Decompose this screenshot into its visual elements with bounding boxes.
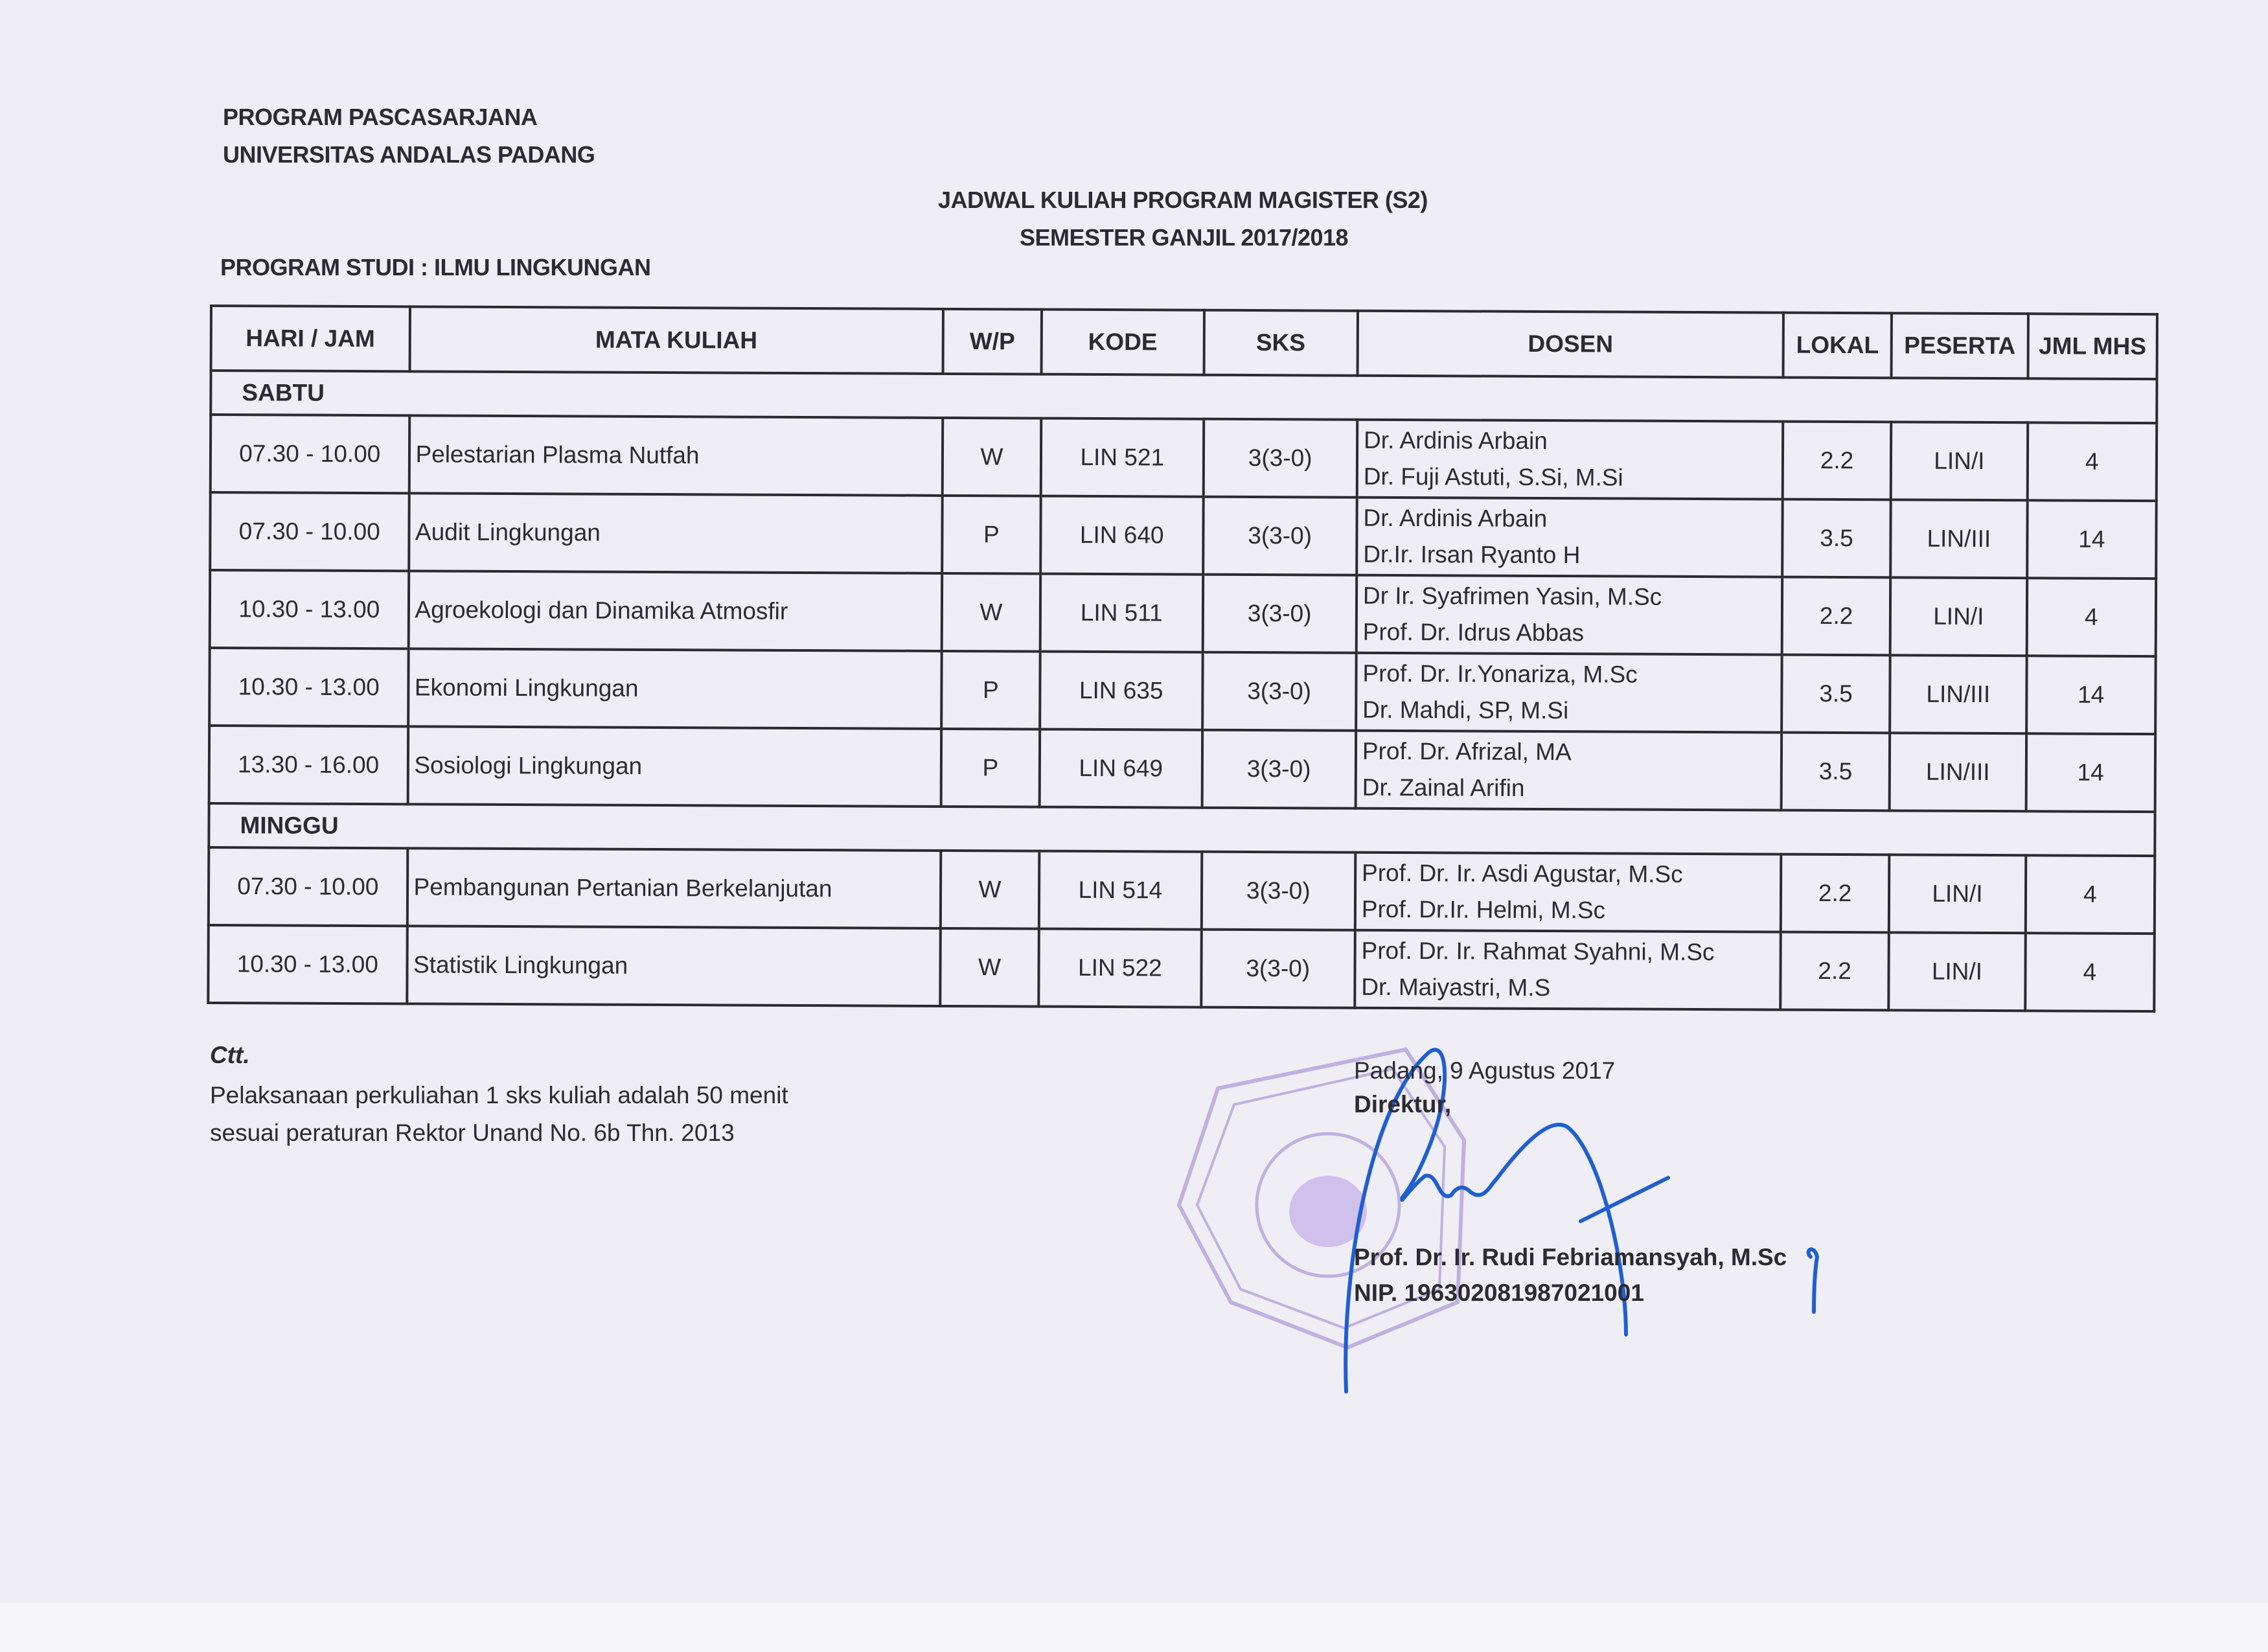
signatory-role: Direktur, (1354, 1091, 1452, 1118)
document-title: JADWAL KULIAH PROGRAM MAGISTER (S2) (938, 187, 1428, 213)
note-line2: sesuai peraturan Rektor Unand No. 6b Thn… (210, 1119, 735, 1146)
signatory-name: Prof. Dr. Ir. Rudi Febriamansyah, M.Sc (1354, 1244, 1787, 1270)
institution-line1: PROGRAM PASCASARJANA (223, 104, 538, 130)
place-date: Padang, 9 Agustus 2017 (1354, 1057, 1616, 1084)
signatory-nip: NIP. 196302081987021001 (1354, 1279, 1644, 1306)
note-label: Ctt. (210, 1042, 250, 1068)
scan-edge (0, 1603, 2268, 1652)
institution-line2: UNIVERSITAS ANDALAS PADANG (223, 141, 595, 168)
document-subtitle: SEMESTER GANJIL 2017/2018 (1020, 224, 1349, 251)
signature (1344, 1048, 1820, 1394)
program-studi: PROGRAM STUDI : ILMU LINGKUNGAN (220, 254, 651, 281)
note-line1: Pelaksanaan perkuliahan 1 sks kuliah ada… (210, 1082, 788, 1108)
